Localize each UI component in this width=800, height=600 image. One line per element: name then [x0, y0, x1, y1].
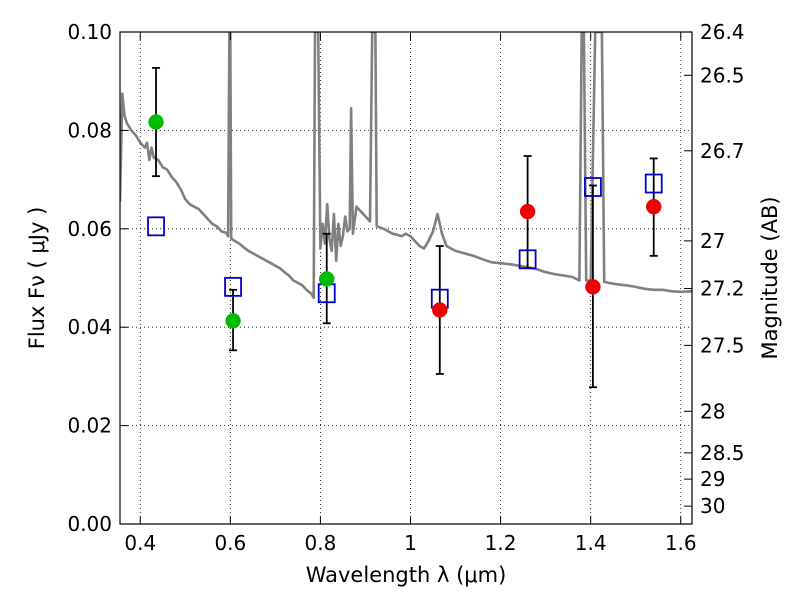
- template-spectrum: [120, 32, 692, 299]
- model-flux-square: [644, 173, 663, 194]
- x-tick-label: 0.6: [214, 531, 246, 555]
- mag-tick-label: 27: [700, 229, 725, 253]
- mag-tick-label: 28: [700, 399, 725, 423]
- mag-tick-label: 27.5: [700, 333, 745, 357]
- plot-frame: [119, 31, 693, 525]
- observed-flux-point: [318, 271, 335, 287]
- grid: [120, 31, 692, 525]
- mag-tick-label: 26.5: [700, 63, 745, 87]
- y-tick-label: 0.04: [67, 315, 112, 339]
- mag-tick-label: 30: [700, 494, 725, 518]
- y-tick-label: 0.02: [67, 414, 112, 438]
- observed-flux-point: [432, 302, 448, 318]
- observed-flux-point: [148, 114, 164, 130]
- x-tick-label: 1.2: [485, 531, 517, 555]
- mag-tick-label: 28.5: [700, 441, 745, 465]
- x-tick-label: 1.4: [575, 531, 607, 555]
- x-tick-label: 0.4: [124, 531, 156, 555]
- observed-flux-point: [645, 198, 662, 215]
- mag-tick-label: 26.4: [700, 20, 745, 44]
- y-tick-label: 0.00: [67, 512, 112, 536]
- y-tick-label: 0.08: [67, 118, 112, 142]
- observed-flux-point: [585, 279, 601, 295]
- x-tick-label: 0.8: [305, 531, 337, 555]
- axis-ticks: 0.4 0.6 0.8 1 1.2 1.4 1.6 0.00 0.02 0.04 0.06 0.08 0…: [67, 20, 744, 555]
- y-axis-right-label: Magnitude (AB): [758, 196, 782, 359]
- x-tick-label: 1.6: [665, 531, 697, 555]
- observed-flux-point: [519, 203, 536, 220]
- y-tick-label: 0.10: [67, 20, 112, 44]
- model-flux-square: [224, 276, 242, 297]
- observed-flux-point: [225, 313, 241, 329]
- x-axis-label: Wavelength λ (μm): [306, 563, 507, 587]
- y-tick-label: 0.06: [67, 217, 112, 241]
- mag-tick-label: 27.2: [700, 277, 745, 301]
- mag-tick-label: 26.7: [700, 139, 745, 163]
- model-flux-square: [147, 216, 165, 237]
- data-markers: [147, 114, 663, 329]
- mag-tick-label: 29: [700, 467, 725, 491]
- model-flux-square: [518, 249, 537, 270]
- model-flux-square: [584, 177, 602, 197]
- x-tick-label: 1: [404, 531, 417, 555]
- y-axis-label: Flux Fν ( μJy ): [25, 207, 49, 350]
- spectrum-line: [120, 32, 692, 299]
